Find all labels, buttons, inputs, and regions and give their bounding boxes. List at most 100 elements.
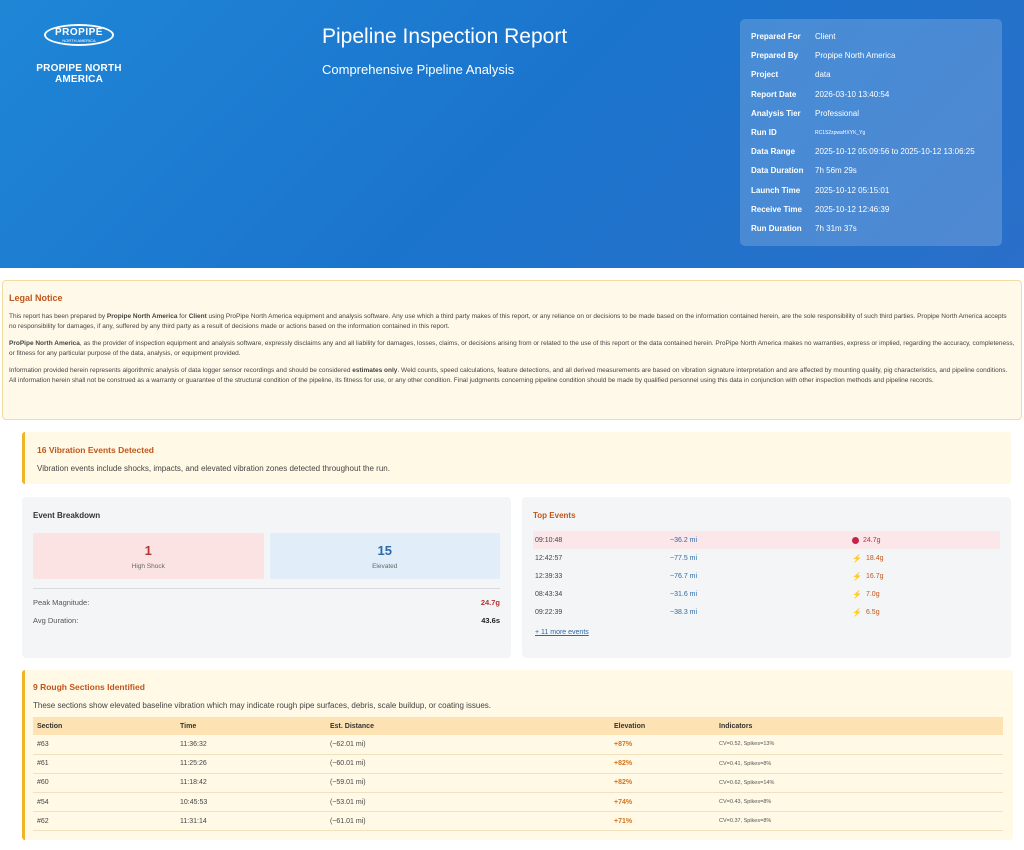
lightning-bolt-icon: ⚡ [852,553,862,563]
meta-value: Propipe North America [815,51,896,61]
report-title: Pipeline Inspection Report [322,25,568,48]
vibration-events-banner: 16 Vibration Events Detected Vibration e… [22,432,1011,484]
event-time: 09:10:48 [535,536,563,544]
legal-text: Information provided herein represents a… [9,367,353,374]
column-header-elevation: Elevation [610,717,715,735]
meta-row: Prepared By Propipe North America [751,46,991,65]
high-shock-dot-icon [852,536,859,544]
time-cell: 10:45:53 [176,792,326,813]
meta-row: Receive Time 2025-10-12 12:46:39 [751,200,991,219]
meta-value: data [815,70,831,80]
meta-value: 2026-03-10 13:40:54 [815,89,890,99]
peak-magnitude-value: 24.7g [480,598,500,607]
event-breakdown-title: Event Breakdown [33,511,101,520]
distance-cell: (~53.01 mi) [326,792,610,813]
top-events-list: 09:10:48 ~36.2 mi 24.7g 12:42:57 ~77.5 m… [533,531,1000,621]
peak-magnitude-row: Peak Magnitude: 24.7g [33,598,500,607]
top-events-title: Top Events [533,511,576,520]
lightning-bolt-icon: ⚡ [852,571,862,581]
time-cell: 11:18:42 [176,773,326,794]
distance-cell: (~61.01 mi) [326,811,610,832]
meta-row: Data Range 2025-10-12 05:09:56 to 2025-10… [751,142,991,161]
event-magnitude-cell: ⚡ 18.4g [852,554,1000,563]
meta-row: Report Date 2026-03-10 13:40:54 [751,85,991,104]
elevation-cell: +71% [610,811,715,832]
lightning-bolt-icon: ⚡ [852,607,862,617]
event-magnitude: 16.7g [865,572,884,580]
section-cell: #61 [33,754,176,774]
rough-sections-description: These sections show elevated baseline vi… [33,701,492,710]
indicators-cell: CV=0.41, Spikes=8% [715,754,1003,774]
logo-subtext: NORTH AMERICA [62,37,96,43]
time-cell: 11:36:32 [176,735,326,755]
event-distance: ~76.7 mi [670,572,698,580]
meta-key: Run ID [751,128,777,138]
legal-notice: Legal Notice This report has been prepar… [2,280,1022,420]
peak-magnitude-label: Peak Magnitude: [33,598,90,607]
more-events-link[interactable]: + 11 more events [535,629,589,636]
section-cell: #63 [33,735,176,755]
report-meta-card: Prepared For Client Prepared By Propipe No… [740,19,1002,246]
table-row: #54 10:45:53 (~53.01 mi) +74% CV=0.43, S… [33,792,1003,813]
event-distance: ~38.3 mi [670,608,698,616]
event-magnitude-cell: ⚡ 16.7g [852,572,1000,581]
report-subtitle: Comprehensive Pipeline Analysis [322,62,515,77]
meta-row: Analysis Tier Professional [751,104,991,123]
legal-paragraph-2: ProPipe North America, as the provider o… [9,339,1015,359]
high-shock-count: 1 [144,542,152,558]
meta-value: 2025-10-12 05:15:01 [815,185,890,195]
event-time: 12:42:57 [535,554,563,562]
event-magnitude-cell: ⚡ 7.0g [852,590,1000,599]
meta-key: Prepared For [751,32,801,42]
legal-text-bold: estimates only [352,367,398,374]
rough-sections-panel: 9 Rough Sections Identified These sectio… [22,670,1013,840]
elevation-cell: +82% [610,754,715,774]
section-cell: #60 [33,773,176,794]
lightning-bolt-icon: ⚡ [852,589,862,599]
high-shock-label: High Shock [131,562,165,570]
event-row: 09:10:48 ~36.2 mi 24.7g [533,531,1000,549]
meta-key: Data Range [751,147,796,157]
event-row: 09:22:39 ~38.3 mi ⚡ 6.5g [533,603,1000,621]
event-magnitude: 24.7g [863,536,881,544]
meta-value: Professional [815,108,860,118]
table-row: #61 11:25:26 (~60.01 mi) +82% CV=0.41, S… [33,754,1003,774]
distance-cell: (~62.01 mi) [326,735,610,755]
meta-value: RC1S2zpwaHXYK_Yg [815,129,866,136]
legal-text: using ProPipe North America equipment an… [9,313,1007,330]
meta-row: Launch Time 2025-10-12 05:15:01 [751,181,991,200]
logo-text: PROPIPE [55,26,103,38]
event-magnitude-cell: 24.7g [852,536,1000,544]
company-name: PROPIPE NORTH AMERICA [36,63,122,85]
elevated-stat: 15 Elevated [269,533,500,579]
event-time: 12:39:33 [535,572,563,580]
event-row: 08:43:34 ~31.6 mi ⚡ 7.0g [533,585,1000,603]
event-distance: ~31.6 mi [670,590,698,598]
elevated-count: 15 [377,542,392,558]
meta-row: Project data [751,65,991,84]
distance-cell: (~59.01 mi) [326,773,610,794]
vibration-events-description: Vibration events include shocks, impacts… [37,464,390,473]
event-magnitude: 6.5g [865,608,880,616]
elevation-cell: +82% [610,773,715,794]
rough-sections-table: Section Time Est. Distance Elevation Ind… [33,717,1003,832]
meta-value: Client [815,32,836,42]
top-events-card: Top Events 09:10:48 ~36.2 mi 24.7g 12:42… [522,497,1011,658]
column-header-indicators: Indicators [715,717,1003,735]
distance-cell: (~60.01 mi) [326,754,610,774]
legal-text: This report has been prepared by [9,313,107,320]
event-distance: ~36.2 mi [670,536,698,544]
indicators-cell: CV=0.62, Spikes=14% [715,773,1003,794]
meta-value: 7h 31m 37s [815,223,857,233]
legal-paragraph-1: This report has been prepared by Propipe… [9,312,1015,332]
elevation-cell: +74% [610,792,715,813]
divider [33,588,500,589]
event-magnitude-cell: ⚡ 6.5g [852,608,1000,617]
column-header-distance: Est. Distance [326,717,610,735]
event-row: 12:42:57 ~77.5 mi ⚡ 18.4g [533,549,1000,567]
legal-text-bold: Propipe North America [106,313,178,320]
meta-key: Data Duration [751,166,804,176]
avg-duration-label: Avg Duration: [33,616,79,625]
avg-duration-row: Avg Duration: 43.6s [33,616,500,625]
legal-text: for [177,313,189,320]
